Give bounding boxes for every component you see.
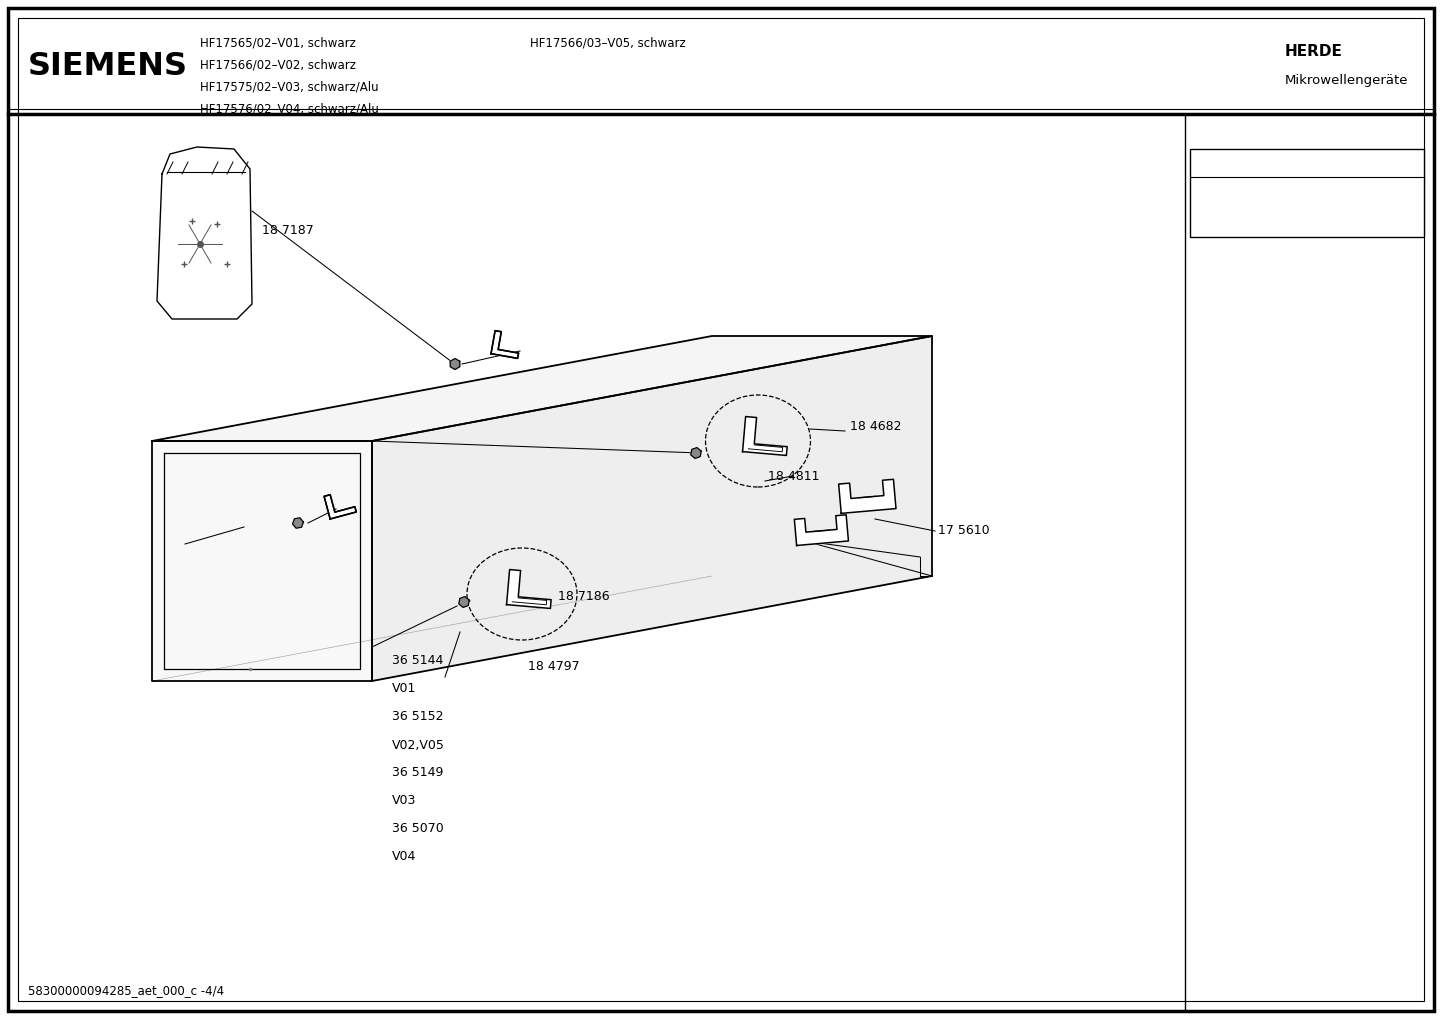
Bar xyxy=(1190,149,1425,237)
Polygon shape xyxy=(293,518,303,528)
Polygon shape xyxy=(795,515,848,545)
Text: HF17565/02–V01, schwarz: HF17565/02–V01, schwarz xyxy=(200,37,356,50)
Text: 36 5070: 36 5070 xyxy=(392,822,444,836)
Polygon shape xyxy=(324,494,356,519)
Text: 58300000094285_aet_000_c -4/4: 58300000094285_aet_000_c -4/4 xyxy=(27,984,224,998)
Polygon shape xyxy=(157,147,252,319)
Polygon shape xyxy=(506,570,551,608)
Text: 18 4811: 18 4811 xyxy=(769,471,819,483)
Text: Mikrowellengeräte: Mikrowellengeräte xyxy=(1285,74,1409,88)
Polygon shape xyxy=(459,596,469,607)
Text: SIEMENS: SIEMENS xyxy=(27,51,187,82)
Text: 17 5610: 17 5610 xyxy=(937,525,989,537)
Text: V04: V04 xyxy=(392,851,417,863)
Text: 3740 . .  . . . .: 3740 . . . . . . xyxy=(1226,202,1295,212)
Text: V01: V01 xyxy=(392,683,417,696)
Text: 36 5152: 36 5152 xyxy=(392,710,444,723)
Polygon shape xyxy=(743,417,787,455)
Text: 36 5149: 36 5149 xyxy=(392,766,443,780)
Text: HF17566/02–V02, schwarz: HF17566/02–V02, schwarz xyxy=(200,58,356,71)
Text: 36 5144: 36 5144 xyxy=(392,654,443,667)
Text: HF17575/02–V03, schwarz/Alu: HF17575/02–V03, schwarz/Alu xyxy=(200,81,379,94)
Polygon shape xyxy=(839,479,895,514)
Polygon shape xyxy=(450,359,460,370)
Text: 18 4682: 18 4682 xyxy=(849,421,901,433)
Text: Mat. – Nr. – Konstante: Mat. – Nr. – Konstante xyxy=(1206,152,1318,162)
Text: HF17576/02–V04, schwarz/Alu: HF17576/02–V04, schwarz/Alu xyxy=(200,103,379,115)
Text: V02,V05: V02,V05 xyxy=(392,739,446,751)
Text: HERDE: HERDE xyxy=(1285,44,1343,58)
Text: 18 7187: 18 7187 xyxy=(262,224,314,237)
Polygon shape xyxy=(151,336,932,441)
Text: 18 4797: 18 4797 xyxy=(528,660,580,674)
Polygon shape xyxy=(492,330,519,359)
Polygon shape xyxy=(151,441,372,681)
Text: HF17566/03–V05, schwarz: HF17566/03–V05, schwarz xyxy=(531,37,686,50)
Text: 18 7186: 18 7186 xyxy=(558,590,610,603)
Polygon shape xyxy=(372,336,932,681)
Polygon shape xyxy=(691,447,701,459)
Text: V03: V03 xyxy=(392,795,417,807)
